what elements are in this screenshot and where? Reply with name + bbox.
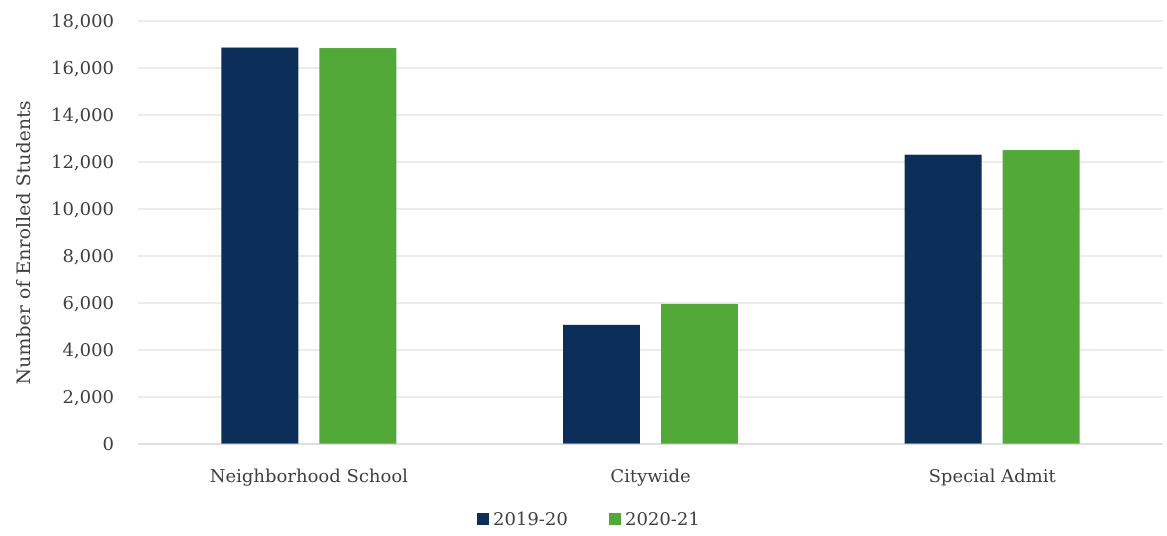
y-tick-label: 2,000 <box>62 387 114 408</box>
x-axis-categories: Neighborhood School Citywide Special Admit <box>210 466 1057 487</box>
y-tick-label: 4,000 <box>62 340 114 361</box>
legend-label-2019-20: 2019-20 <box>493 509 568 530</box>
bar-2019-20-neighborhood-school <box>221 47 299 445</box>
grid-lines <box>138 20 1163 398</box>
bar-2019-20-special-admit <box>904 154 982 444</box>
y-axis-ticks: 0 2,000 4,000 6,000 8,000 10,000 12,000 14,000 1… <box>51 11 114 455</box>
legend: 2019-20 2020-21 <box>477 509 700 530</box>
x-category-label: Special Admit <box>929 466 1057 487</box>
legend-swatch-2019-20 <box>477 513 489 525</box>
y-tick-label: 10,000 <box>51 199 114 220</box>
y-tick-label: 16,000 <box>51 58 114 79</box>
y-tick-label: 12,000 <box>51 152 114 173</box>
y-tick-label: 6,000 <box>62 293 114 314</box>
x-category-label: Citywide <box>610 466 690 487</box>
bar-2020-21-citywide <box>661 303 738 444</box>
bar-2020-21-neighborhood-school <box>319 48 397 445</box>
legend-label-2020-21: 2020-21 <box>625 509 700 530</box>
bars <box>221 47 1080 445</box>
y-tick-label: 14,000 <box>51 105 114 126</box>
bar-2020-21-special-admit <box>1002 150 1080 444</box>
y-tick-label: 8,000 <box>62 246 114 267</box>
y-axis-title: Number of Enrolled Students <box>13 100 35 384</box>
bar-2019-20-citywide <box>563 324 640 444</box>
y-tick-label: 18,000 <box>51 11 114 32</box>
y-tick-label: 0 <box>103 434 114 455</box>
legend-swatch-2020-21 <box>609 513 621 525</box>
x-category-label: Neighborhood School <box>210 466 408 487</box>
